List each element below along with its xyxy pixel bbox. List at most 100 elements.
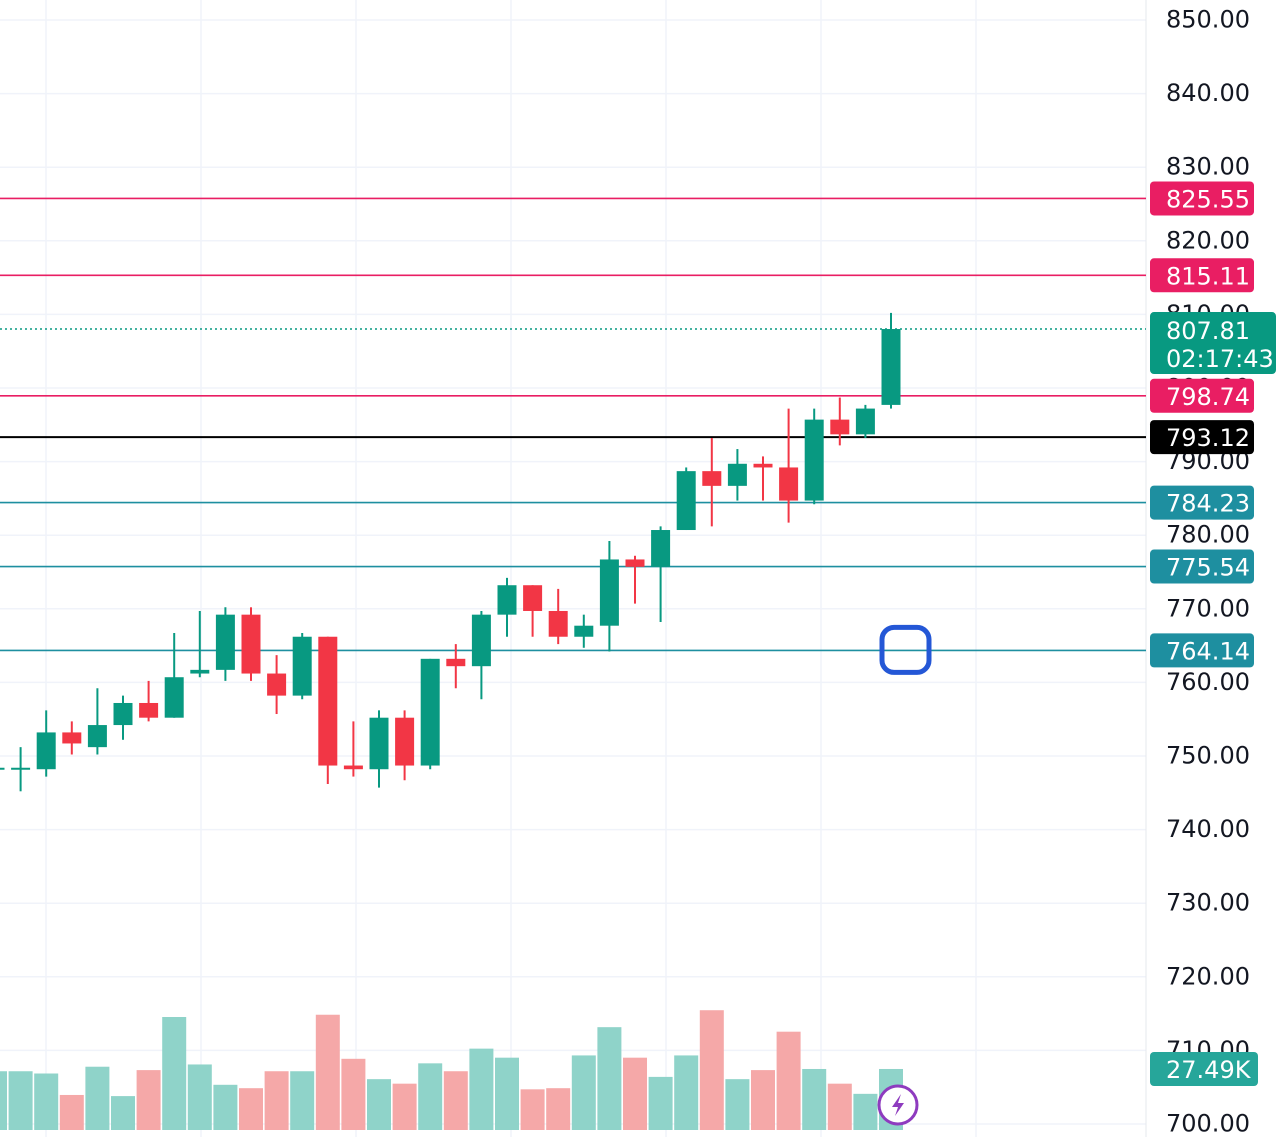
price-tag-label: 815.11 [1166,262,1250,290]
price-tag-label: 793.12 [1166,424,1250,452]
volume-bar [136,1070,161,1130]
volume-bar [674,1055,699,1130]
volume-bar [571,1055,596,1130]
volume-bar [443,1071,468,1130]
volume-bar [853,1093,878,1130]
price-axis-label: 740.00 [1166,815,1250,843]
grid-layer [0,0,1147,1137]
candle-body [574,625,594,637]
price-axis-label: 770.00 [1166,594,1250,622]
volume-bar [290,1071,315,1130]
candle-body [497,585,517,615]
candle-body [36,732,56,770]
candle-body [651,530,671,567]
volume-bar [469,1048,494,1130]
price-tag [1150,258,1254,293]
price-axis-label: 850.00 [1166,6,1250,34]
last-price-tag [1150,312,1276,375]
volume-bar [341,1058,366,1130]
candle-body [369,717,389,770]
volume-bar [699,1010,724,1130]
overlay-layer [877,624,932,1126]
volume-bar [776,1031,801,1130]
volume-bar [725,1079,750,1130]
price-axis-label: 760.00 [1166,668,1250,696]
candle-body [62,732,82,744]
volume-bar [213,1084,238,1130]
candle-body [420,658,440,766]
candle-body [139,702,159,718]
volume-bar [802,1068,827,1130]
volume-bar [623,1057,647,1130]
candle-body [599,559,619,626]
volume-bar [495,1057,519,1130]
price-tag [1150,420,1254,455]
price-axis-label: 730.00 [1166,889,1250,917]
volume-bar [827,1083,852,1130]
price-axis-label: 830.00 [1166,153,1250,181]
candle-body [830,419,850,435]
price-axis-label: 700.00 [1166,1110,1250,1137]
volume-bar [111,1096,135,1130]
volume-bar [520,1089,545,1130]
volume-bar [367,1079,391,1130]
candle-body [804,419,824,501]
volume-bar [264,1071,289,1130]
price-tag-label: 825.55 [1166,185,1250,213]
volume-bar [751,1070,775,1130]
volume-tag [1150,1052,1258,1086]
candle-body [753,463,773,468]
price-tag [1150,485,1254,520]
candle-body [87,725,107,748]
volume-bar [239,1088,263,1130]
volume-bar [0,1071,7,1130]
candle-body [548,610,568,637]
candle-body [676,471,696,531]
price-axis-label: 780.00 [1166,521,1250,549]
bar-countdown-label: 02:17:43 [1166,345,1274,373]
candle-body [523,585,543,611]
price-tag [1150,181,1254,216]
price-tag [1150,549,1254,584]
volume-bar [315,1014,340,1130]
candle-body [215,614,235,670]
drawing-marker-square [879,624,932,675]
candle-body [395,717,415,766]
candle-body [241,614,261,674]
volume-bar [34,1073,59,1130]
volume-bar [162,1017,187,1130]
candle-body [267,673,287,696]
price-tag-label: 764.14 [1166,637,1250,665]
candle-body [190,669,210,674]
candle-body [292,636,312,696]
price-axis-label: 720.00 [1166,962,1250,990]
price-axis[interactable]: 700.00710.00720.00730.00740.00750.00760.… [1166,6,1250,1137]
candle-body [471,614,491,667]
volume-bar [648,1076,673,1130]
price-tag-label: 784.23 [1166,490,1250,518]
candle-body [11,767,31,770]
candle-body [727,463,747,486]
lightning-bolt [892,1094,904,1116]
last-price-label: 807.81 [1166,317,1250,345]
volume-bar [59,1094,84,1130]
candle-body [446,658,466,667]
volume-bar [418,1063,443,1130]
volume-tag-label: 27.49K [1166,1056,1252,1084]
price-axis-label: 820.00 [1166,226,1250,254]
candle-body [0,767,5,770]
candles-layer [0,312,901,792]
price-tags-layer: 825.55 815.11 798.74 793.12 784.23 775.54 764.… [1150,181,1276,1086]
candle-body [779,467,799,501]
candle-body [343,765,363,770]
price-levels-layer [0,197,1146,652]
candle-body [881,329,901,405]
candle-body [855,408,875,435]
volume-bar [392,1083,417,1130]
price-tag-label: 798.74 [1166,383,1250,411]
candle-body [318,636,338,766]
candle-body [164,677,184,718]
price-tag [1150,378,1254,413]
